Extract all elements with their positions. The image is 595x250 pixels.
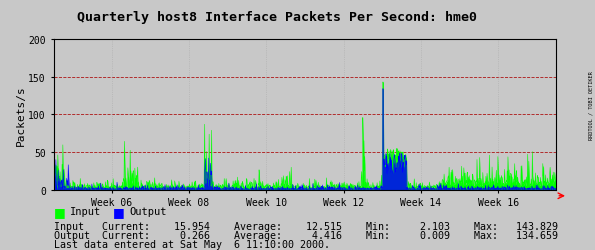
Text: Input: Input	[70, 206, 102, 216]
Text: Output: Output	[130, 206, 167, 216]
Y-axis label: Packets/s: Packets/s	[15, 85, 26, 145]
Text: ■: ■	[113, 205, 125, 218]
Text: Input   Current:    15.954    Average:    12.515    Min:     2.103    Max:   143: Input Current: 15.954 Average: 12.515 Mi…	[54, 221, 558, 231]
Text: Last data entered at Sat May  6 11:10:00 2000.: Last data entered at Sat May 6 11:10:00 …	[54, 240, 330, 250]
Text: ■: ■	[54, 205, 65, 218]
Text: RRDTOOL / TOBI OETIKER: RRDTOOL / TOBI OETIKER	[589, 71, 594, 139]
Text: Output  Current:     0.266    Average:     4.416    Min:     0.009    Max:   134: Output Current: 0.266 Average: 4.416 Min…	[54, 230, 558, 240]
Text: Quarterly host8 Interface Packets Per Second: hme0: Quarterly host8 Interface Packets Per Se…	[77, 11, 477, 24]
